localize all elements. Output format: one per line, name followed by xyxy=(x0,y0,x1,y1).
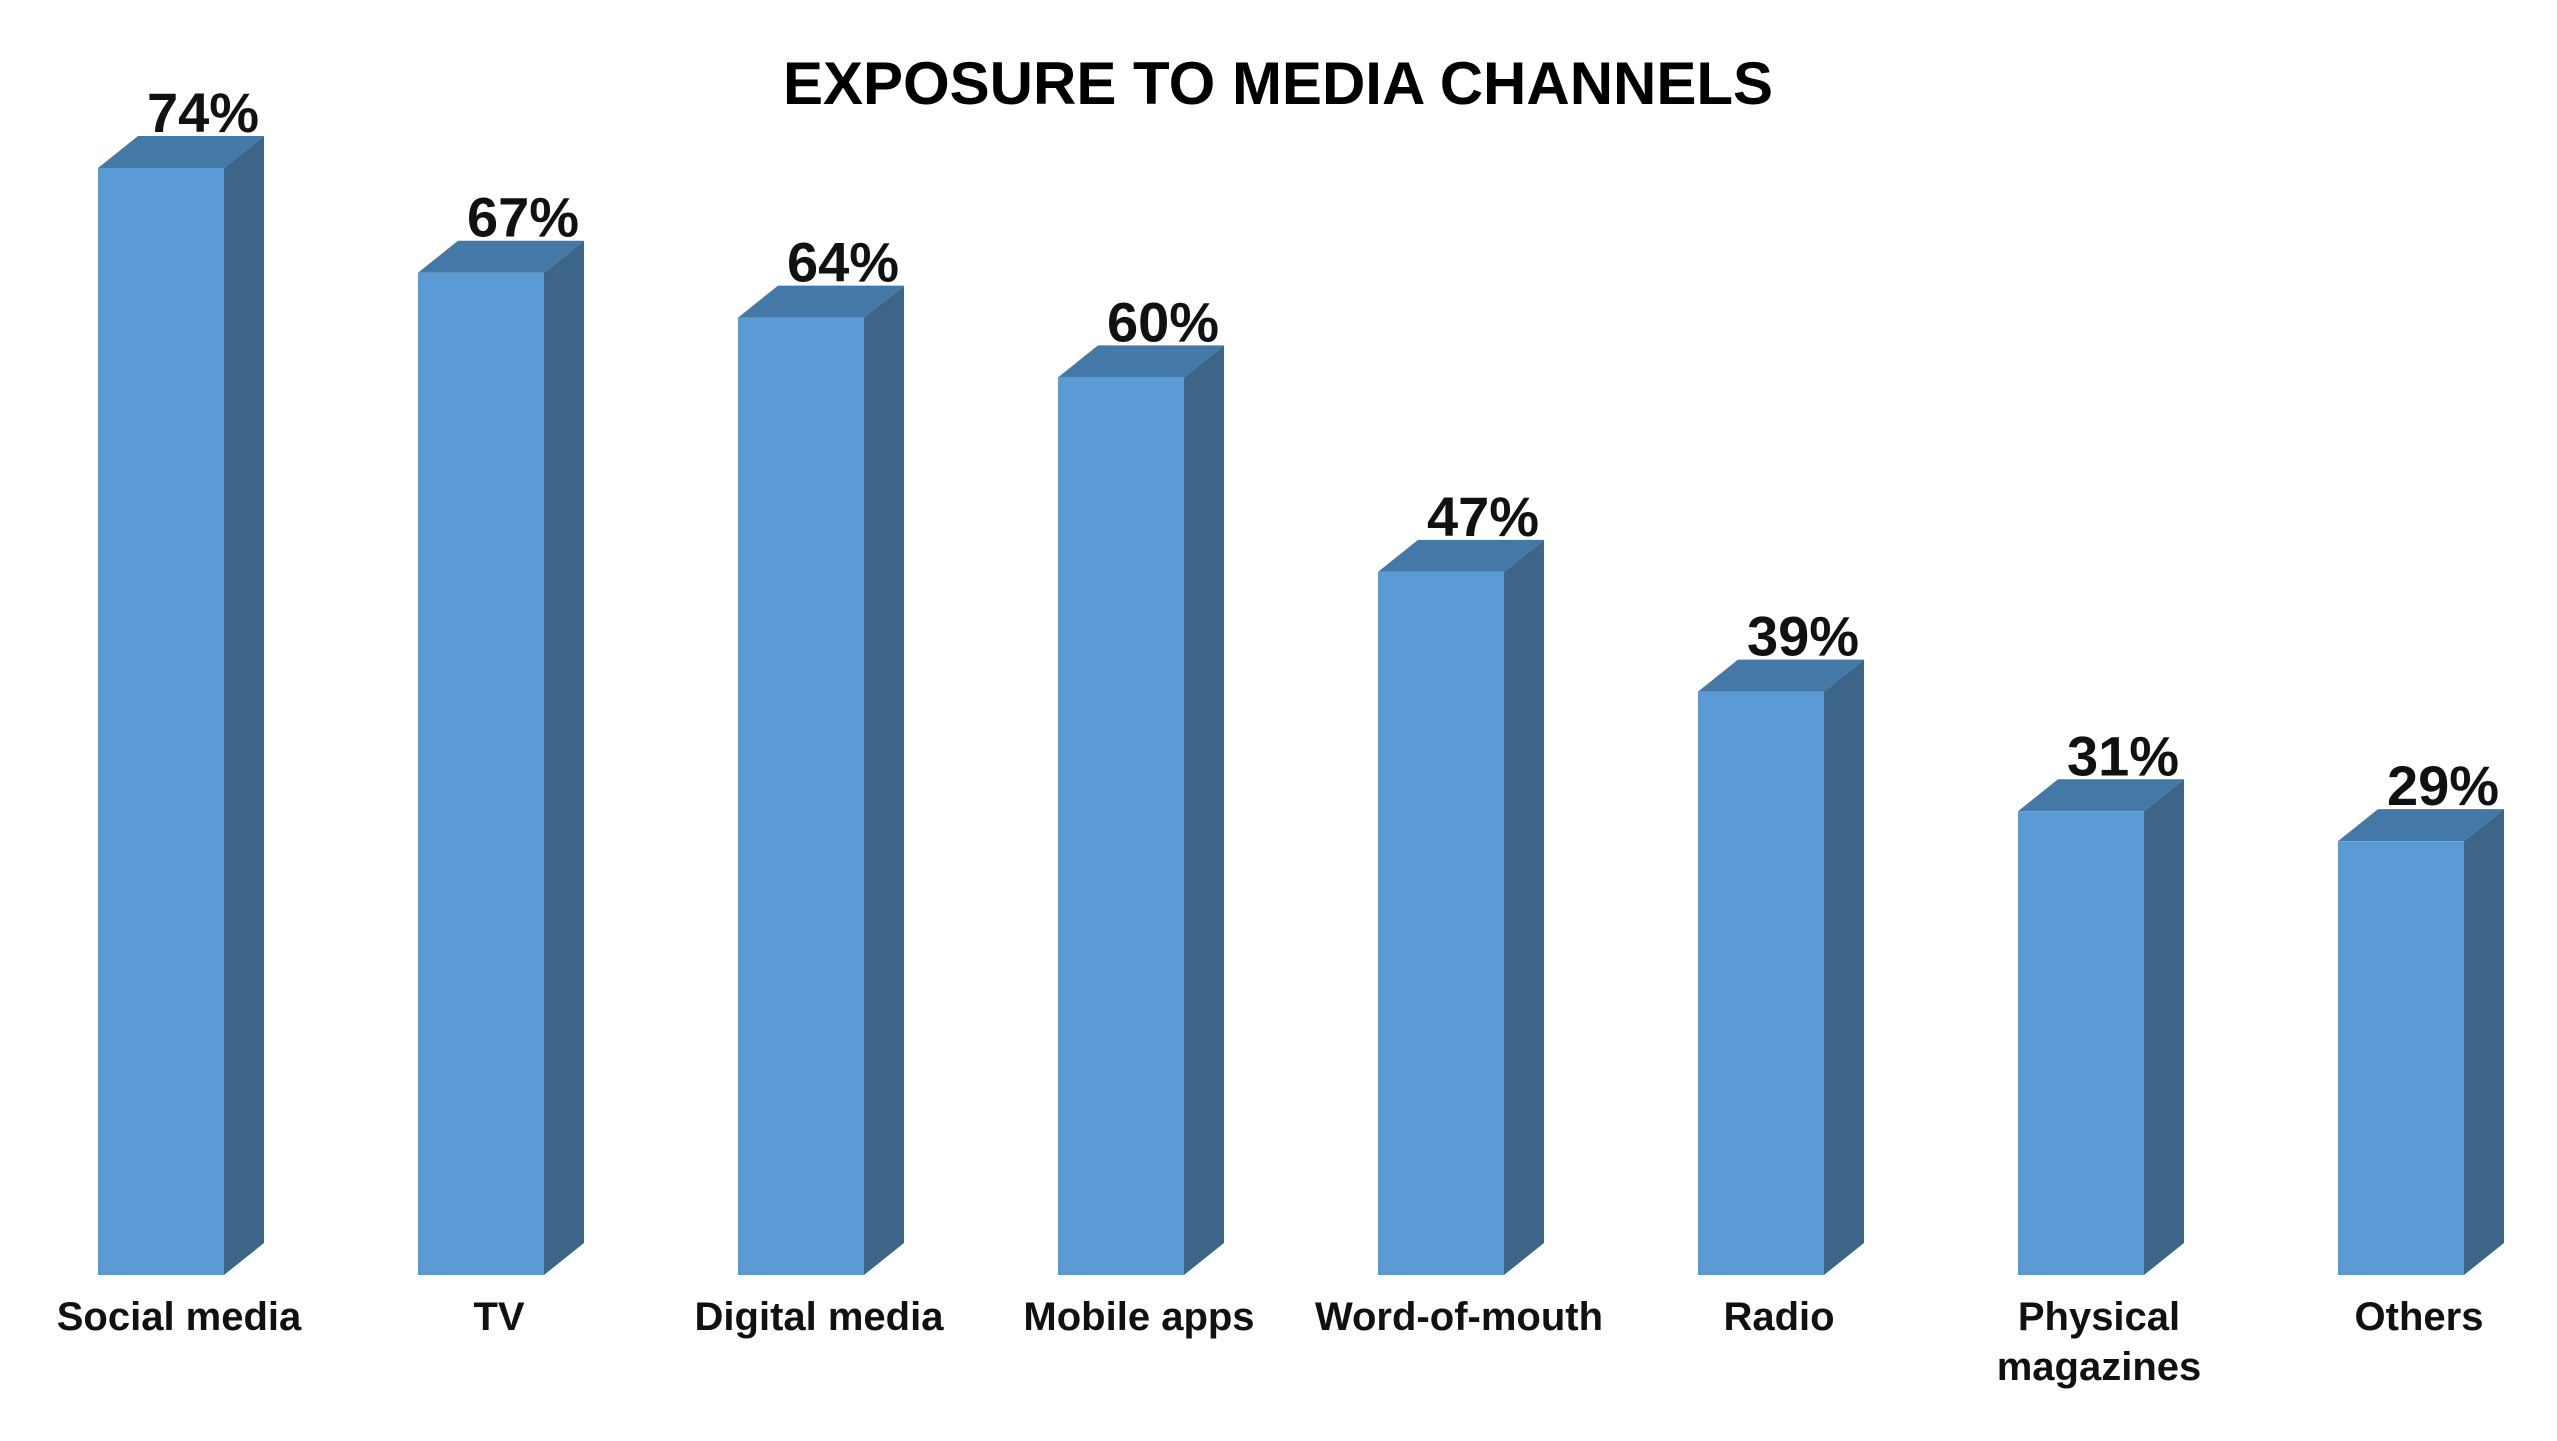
category-labels-layer: Social media TV Digital media Mobile apps Wo… xyxy=(57,1295,2484,1389)
bar-top-face xyxy=(418,240,584,273)
bar xyxy=(1058,345,1224,1275)
bar-top-face xyxy=(2338,809,2504,842)
bar-side-face xyxy=(2464,809,2504,1275)
data-label: 74% xyxy=(147,81,259,144)
bar xyxy=(1698,659,1864,1275)
bar-side-face xyxy=(1184,345,1224,1275)
bar xyxy=(2338,809,2504,1275)
data-label: 31% xyxy=(2067,724,2179,787)
bar-side-face xyxy=(2144,779,2184,1275)
data-label: 67% xyxy=(467,186,579,249)
bar-front-face xyxy=(738,317,864,1275)
bar-front-face xyxy=(2018,811,2144,1275)
bar-front-face xyxy=(1698,691,1824,1275)
bar-top-face xyxy=(1378,539,1544,572)
category-tick-label: Mobile apps xyxy=(1023,1295,1254,1339)
category-tick-label: TV xyxy=(473,1295,524,1339)
value-labels-layer: 74% 67% 64% 60% 47% 39% 31% 29% xyxy=(147,81,2499,817)
bar-front-face xyxy=(418,272,544,1276)
chart-title: EXPOSURE TO MEDIA CHANNELS xyxy=(783,50,1773,117)
bar-front-face xyxy=(98,168,224,1275)
bar-side-face xyxy=(224,136,264,1275)
data-label: 29% xyxy=(2387,754,2499,817)
bar-front-face xyxy=(1378,571,1504,1275)
category-tick-label: Radio xyxy=(1723,1295,1834,1339)
category-tick-label: magazines xyxy=(1997,1345,2202,1389)
category-tick-label: Digital media xyxy=(695,1295,945,1339)
bar-side-face xyxy=(1504,539,1544,1275)
bar xyxy=(98,136,264,1275)
bar-top-face xyxy=(98,136,264,168)
category-tick-label: Social media xyxy=(57,1295,302,1339)
category-tick-label: Others xyxy=(2355,1295,2484,1339)
bars-layer xyxy=(98,136,2504,1276)
bar-top-face xyxy=(738,285,904,318)
bar xyxy=(738,285,904,1275)
bar-side-face xyxy=(544,240,584,1276)
bar xyxy=(418,240,584,1276)
data-label: 64% xyxy=(787,231,899,294)
bar-side-face xyxy=(864,285,904,1275)
data-label: 60% xyxy=(1107,290,1219,353)
category-tick-label: Word-of-mouth xyxy=(1315,1295,1603,1339)
bar-top-face xyxy=(1058,345,1224,378)
data-label: 39% xyxy=(1747,605,1859,668)
bar-top-face xyxy=(2018,779,2184,812)
bar-front-face xyxy=(2338,841,2464,1275)
bar xyxy=(1378,539,1544,1275)
bar-side-face xyxy=(1824,659,1864,1275)
bar xyxy=(2018,779,2184,1275)
category-tick-label: Physical xyxy=(2018,1295,2180,1339)
data-label: 47% xyxy=(1427,485,1539,548)
bar-top-face xyxy=(1698,659,1864,692)
bar-front-face xyxy=(1058,377,1184,1275)
